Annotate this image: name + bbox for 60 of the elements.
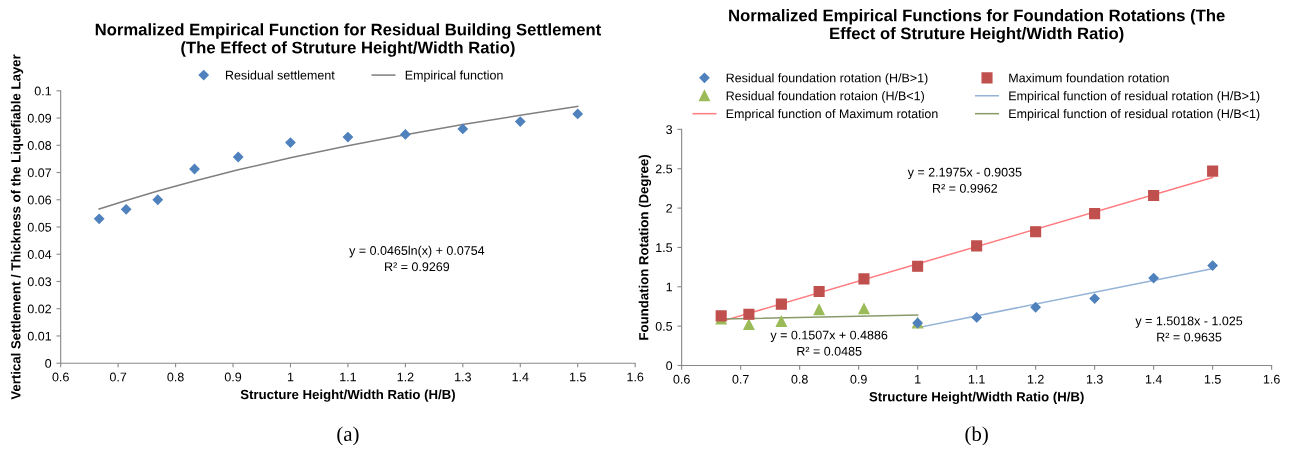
y-axis-title: Foundation Rotation (Degree) [638,154,652,340]
legend-label: Maximum foundation rotation [1009,73,1169,83]
x-tick-label: 1.1 [968,374,985,384]
x-tick-label: 1.3 [455,372,471,382]
x-tick-label: 1.3 [1086,374,1103,384]
y-tick-label: 0.07 [27,168,52,178]
x-tick-label: 1 [915,374,921,384]
y-axis-title: Vertical Settlement / Thickness of the Liquefiable Layer [10,54,24,400]
y-tick-label: 0.09 [27,113,52,123]
y-tick-label: 2.5 [655,164,673,174]
x-axis-title: Structure Height/Width Ratio (H/B) [240,389,455,402]
x-tick-label: 1.5 [569,372,586,382]
y-tick-label: 1.5 [656,243,673,253]
annotation: y = 0.1507x + 0.4886 R² = 0.0485 [770,330,888,356]
legend-label: Empirical function of residual rotation (H/B>1) [1009,91,1260,103]
x-tick-label: 0.7 [109,372,127,382]
text: (b) [965,426,988,446]
y-tick-label: 0.02 [27,304,52,314]
y-tick-label: 0.06 [27,195,52,205]
x-tick-label: 1.5 [1204,374,1221,384]
annotation: y = 0.0465ln(x) + 0.0754 R² = 0.9269 [349,245,485,272]
x-tick-label: 1.2 [1027,374,1044,384]
y-tick-label: 0.1 [34,86,52,96]
y-tick-label: 0.05 [27,222,52,232]
x-tick-label: 1 [287,372,294,382]
annotation: y = 2.1975x - 0.9035 R² = 0.9962 [907,167,1022,193]
x-tick-label: 0.9 [224,372,242,382]
y-tick-label: 0.04 [27,250,52,259]
x-tick-label: 0.6 [52,372,69,382]
x-tick-label: 1.4 [512,372,529,382]
legend-label: Empirical function [405,70,503,83]
y-tick-label: 0 [666,361,673,371]
y-tick-label: 1 [666,282,673,292]
x-tick-label: 0.6 [673,374,690,384]
x-tick-label: 1.6 [627,372,644,382]
y-tick-label: 3 [666,125,673,135]
y-tick-label: 0.5 [655,321,673,331]
y-tick-label: 0.01 [27,331,52,341]
x-tick-label: 0.7 [732,374,749,384]
legend-label: Emprical function of Maximum rotation [726,108,938,121]
x-tick-label: 1.1 [340,372,356,382]
x-tick-label: 1.2 [397,372,414,382]
chart-title: Normalized Empirical Functions for Foundation Rotations (The Effect of Struture Height/Width Ratio) [729,9,1225,43]
legend-label: Residual foundation rotaion (H/B<1) [726,91,924,103]
x-tick-label: 1.6 [1263,374,1280,384]
annotation: y = 1.5018x - 1.025 R² = 0.9635 [1135,316,1243,342]
y-tick-label: 2 [666,203,672,213]
y-tick-label: 0.03 [27,277,52,287]
x-axis-title: Structure Height/Width Ratio (H/B) [869,391,1084,405]
y-tick-label: 0 [45,359,52,368]
y-tick-label: 0.08 [27,141,52,150]
legend-label: Empirical function of residual rotation (H/B<1) [1009,108,1260,121]
legend-label: Residual settlement [225,70,335,80]
legend-label: Residual foundation rotation (H/B>1) [726,73,928,85]
x-tick-label: 0.8 [167,372,184,382]
x-tick-label: 0.8 [791,374,808,384]
x-tick-label: 1.4 [1145,374,1162,384]
x-tick-label: 0.9 [850,374,867,384]
chart-title: Normalized Empirical Function for Residual Building Settlement (The Effect of Struture Height/Width Ratio) [95,23,602,57]
text: (a) [337,426,359,446]
